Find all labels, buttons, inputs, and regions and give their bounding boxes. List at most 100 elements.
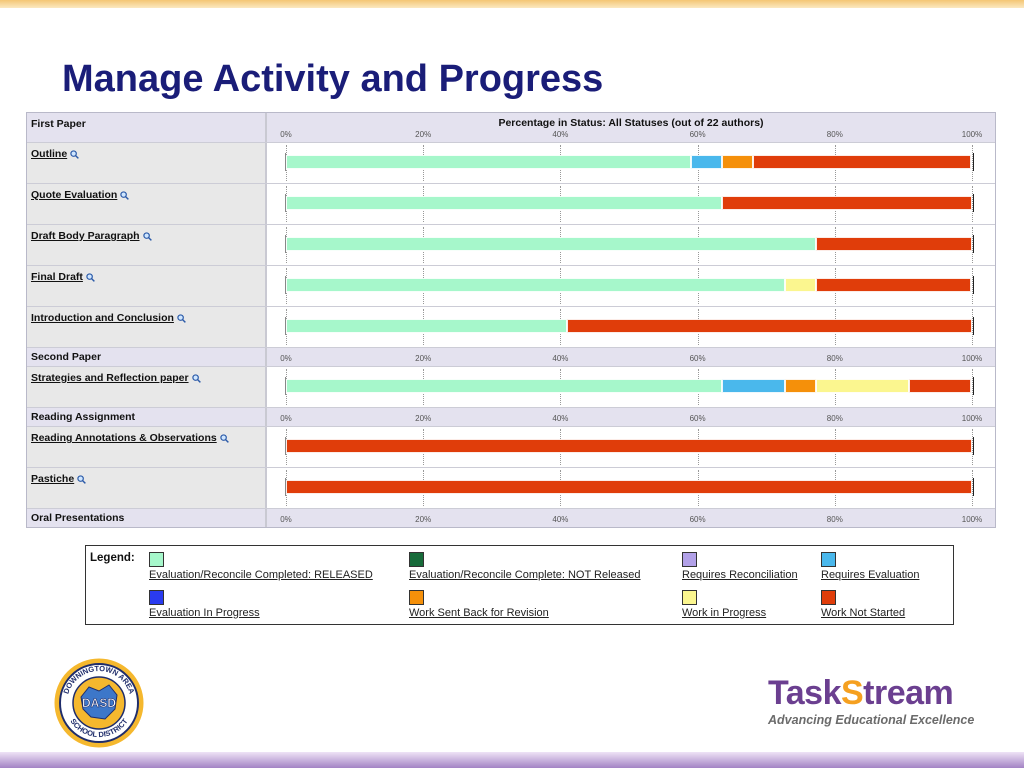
activity-link[interactable]: Outline xyxy=(31,148,68,160)
legend-label[interactable]: Evaluation/Reconcile Complete: NOT Relea… xyxy=(409,569,641,581)
stacked-bar xyxy=(286,439,972,453)
bar-segment-not-started xyxy=(722,196,972,210)
legend-swatch xyxy=(149,552,164,567)
bar-end-line xyxy=(973,153,974,171)
activity-label: Outline xyxy=(27,143,267,183)
activity-bar-cell xyxy=(267,367,995,407)
section-label: First Paper xyxy=(27,113,267,142)
magnifier-icon[interactable] xyxy=(142,232,152,241)
legend-item[interactable]: Evaluation/Reconcile Complete: NOT Relea… xyxy=(409,552,641,581)
taskstream-logo: TaskStream Advancing Educational Excelle… xyxy=(768,676,978,736)
legend-label[interactable]: Work Sent Back for Revision xyxy=(409,607,549,619)
activity-link[interactable]: Reading Annotations & Observations xyxy=(31,432,217,444)
bar-start-line xyxy=(285,377,286,395)
activity-label: Pastiche xyxy=(27,468,267,508)
axis-header: Percentage in Status: All Statuses (out … xyxy=(267,113,995,142)
legend-item[interactable]: Requires Evaluation xyxy=(821,552,919,581)
legend-item[interactable]: Work Not Started xyxy=(821,590,905,619)
activity-row: Draft Body Paragraph xyxy=(27,225,995,266)
bar-segment-not-started xyxy=(908,379,972,393)
activity-bar-cell xyxy=(267,143,995,183)
axis-tick-label: 40% xyxy=(552,515,569,524)
activity-link[interactable]: Final Draft xyxy=(31,271,83,283)
legend-label[interactable]: Work in Progress xyxy=(682,607,767,619)
axis-tick-label: 0% xyxy=(280,515,292,524)
section-label: Oral Presentations xyxy=(27,509,267,527)
bar-segment-released xyxy=(286,237,817,251)
axis-tick-label: 80% xyxy=(826,130,843,139)
activity-link[interactable]: Draft Body Paragraph xyxy=(31,230,140,242)
stacked-bar xyxy=(286,379,972,393)
taskstream-s-mark: S xyxy=(840,674,864,712)
legend-label[interactable]: Work Not Started xyxy=(821,607,906,619)
legend-title: Legend: xyxy=(90,552,135,564)
bar-segment-released xyxy=(286,278,785,292)
magnifier-icon[interactable] xyxy=(120,191,130,200)
legend-swatch xyxy=(409,552,424,567)
activity-link[interactable]: Strategies and Reflection paper xyxy=(31,372,189,384)
bar-start-line xyxy=(285,437,286,455)
slide-title: Manage Activity and Progress xyxy=(62,58,604,100)
gridline xyxy=(972,309,973,345)
bar-segment-released xyxy=(286,379,723,393)
legend-item[interactable]: Requires Reconciliation xyxy=(682,552,798,581)
activity-label: Strategies and Reflection paper xyxy=(27,367,267,407)
legend-label[interactable]: Evaluation In Progress xyxy=(149,607,260,619)
section-name: Oral Presentations xyxy=(31,512,125,524)
axis-tick-label: 100% xyxy=(961,354,983,363)
section-label: Reading Assignment xyxy=(27,408,267,426)
taskstream-name: TaskStream xyxy=(768,674,954,712)
legend-swatch xyxy=(821,552,836,567)
legend-label[interactable]: Requires Evaluation xyxy=(821,569,920,581)
activity-bar-cell xyxy=(267,184,995,224)
magnifier-icon[interactable] xyxy=(191,374,201,383)
legend-item[interactable]: Work Sent Back for Revision xyxy=(409,590,549,619)
activity-row: Strategies and Reflection paper xyxy=(27,367,995,408)
bar-segment-work-in-progress xyxy=(784,278,816,292)
legend-label[interactable]: Evaluation/Reconcile Completed: RELEASED xyxy=(149,569,373,581)
bar-segment-not-started xyxy=(815,278,972,292)
activity-label: Reading Annotations & Observations xyxy=(27,427,267,467)
bar-segment-released xyxy=(286,196,723,210)
bar-segment-not-started xyxy=(816,237,972,251)
bar-end-line xyxy=(973,276,974,294)
axis-tick-label: 0% xyxy=(280,414,292,423)
axis-tick-label: 0% xyxy=(280,130,292,139)
section-label: Second Paper xyxy=(27,348,267,366)
axis-tick-label: 40% xyxy=(552,130,569,139)
magnifier-icon[interactable] xyxy=(77,475,87,484)
activity-link[interactable]: Pastiche xyxy=(31,473,75,485)
magnifier-icon[interactable] xyxy=(86,273,95,282)
axis-header: 0% 20% 40% 60% 80% 100% xyxy=(267,408,995,426)
section-row: First Paper Percentage in Status: All Sta… xyxy=(27,113,995,143)
activity-link[interactable]: Quote Evaluation xyxy=(31,189,118,201)
axis-tick-label: 20% xyxy=(415,414,432,423)
activity-label: Introduction and Conclusion xyxy=(27,307,267,347)
legend-item[interactable]: Evaluation/Reconcile Completed: RELEASED xyxy=(149,552,373,581)
bar-segment-not-started xyxy=(566,319,972,333)
bar-end-line xyxy=(973,317,974,335)
progress-report-table: First Paper Percentage in Status: All Sta… xyxy=(26,112,996,528)
legend-item[interactable]: Work in Progress xyxy=(682,590,766,619)
axis-tick-label: 60% xyxy=(689,354,706,363)
section-name: Reading Assignment xyxy=(31,411,136,423)
bar-start-line xyxy=(285,153,286,171)
activity-label: Quote Evaluation xyxy=(27,184,267,224)
bar-end-line xyxy=(973,478,974,496)
legend-item[interactable]: Evaluation In Progress xyxy=(149,590,260,619)
activity-row: Quote Evaluation xyxy=(27,184,995,225)
section-row: Oral Presentations 0% 20% 40% 60% 80% 100% xyxy=(27,509,995,527)
bar-segment-sent-back xyxy=(784,379,816,393)
activity-bar-cell xyxy=(267,225,995,265)
magnifier-icon[interactable] xyxy=(220,434,229,443)
magnifier-icon[interactable] xyxy=(177,314,186,323)
section-row: Reading Assignment 0% 20% 40% 60% 80% 100% xyxy=(27,408,995,427)
gridline xyxy=(972,369,973,405)
activity-label: Final Draft xyxy=(27,266,267,306)
gridline xyxy=(972,429,973,465)
legend-label[interactable]: Requires Reconciliation xyxy=(682,569,798,581)
magnifier-icon[interactable] xyxy=(70,150,80,159)
axis-tick-label: 100% xyxy=(961,130,983,139)
activity-bar-cell xyxy=(267,307,995,347)
activity-link[interactable]: Introduction and Conclusion xyxy=(31,312,174,324)
